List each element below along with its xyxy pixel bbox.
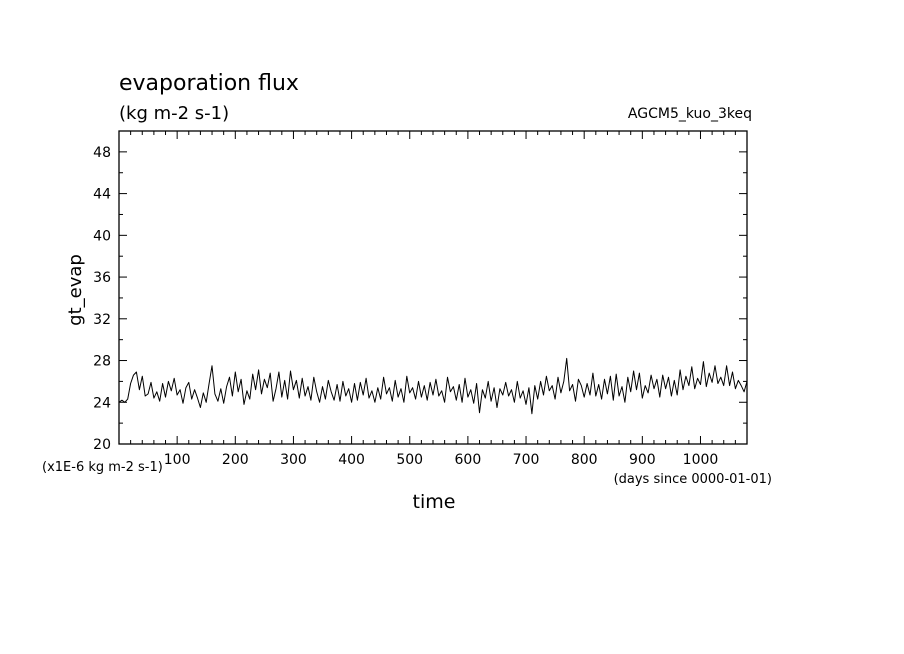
- x-tick-label: 700: [513, 452, 540, 468]
- y-tick-label: 36: [93, 270, 111, 286]
- x-tick-label: 1000: [683, 452, 719, 468]
- x-tick-label: 200: [222, 452, 249, 468]
- y-axis-label: gt_evap: [65, 254, 86, 326]
- y-axis: 20 24 28 32 36 40 44 48: [93, 130, 747, 453]
- x-tick-label: 400: [338, 452, 365, 468]
- series-line: [118, 357, 748, 415]
- y-tick-label: 48: [93, 145, 111, 161]
- x-tick-label: 600: [455, 452, 482, 468]
- x-axis-units: (days since 0000-01-01): [614, 472, 772, 487]
- y-axis-units: (x1E-6 kg m-2 s-1): [42, 460, 163, 475]
- plot-frame: [118, 130, 748, 445]
- series-layer: [118, 357, 748, 415]
- x-axis: 100 200 300 400 500 600 700 800 900 1000: [118, 131, 748, 468]
- x-tick-label: 300: [280, 452, 307, 468]
- y-tick-label: 40: [93, 228, 111, 244]
- y-tick-label: 28: [93, 354, 111, 370]
- y-tick-label: 32: [93, 312, 111, 328]
- x-tick-label: 800: [571, 452, 598, 468]
- chart-subtitle: (kg m-2 s-1): [119, 103, 229, 124]
- x-axis-label: time: [413, 491, 456, 513]
- x-tick-label: 500: [396, 452, 423, 468]
- run-label: AGCM5_kuo_3keq: [628, 106, 752, 122]
- y-tick-label: 20: [93, 437, 111, 453]
- chart-title: evaporation flux: [119, 71, 299, 96]
- y-tick-label: 44: [93, 187, 111, 203]
- x-tick-label: 900: [629, 452, 656, 468]
- x-tick-label: 100: [164, 452, 191, 468]
- y-tick-label: 24: [93, 395, 111, 411]
